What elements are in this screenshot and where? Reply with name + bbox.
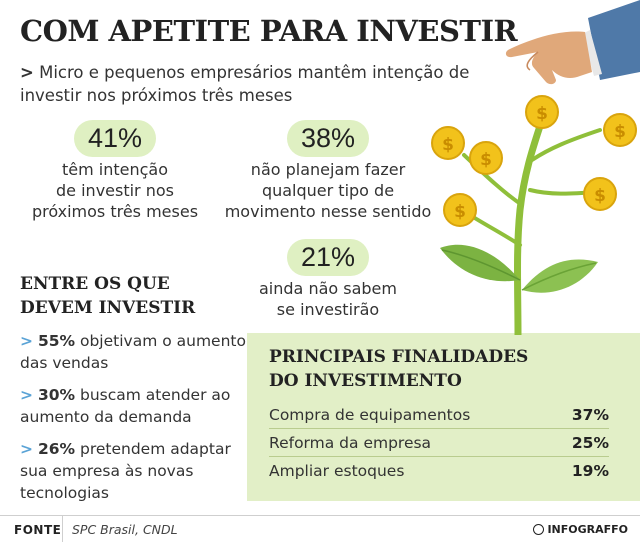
svg-text:$: $ [614, 122, 626, 142]
footer: FONTE SPC Brasil, CNDL INFOGRAFFO [0, 515, 640, 542]
stat-pct: 38% [286, 120, 370, 157]
list-item: > 26% pretendem adaptar sua empresa às n… [20, 438, 250, 504]
bullet-text: objetivam o aumento das vendas [20, 332, 246, 372]
row-label: Reforma da empresa [269, 433, 432, 452]
svg-text:$: $ [536, 104, 548, 124]
plant-illustration: $ $ $ $ $ $ [431, 0, 640, 335]
finalidades-table: Compra de equipamentos 37% Reforma da em… [269, 401, 609, 484]
table-row: Compra de equipamentos 37% [269, 401, 609, 429]
row-label: Ampliar estoques [269, 461, 405, 480]
box-heading-line: PRINCIPAIS FINALIDADES [269, 347, 529, 367]
brand: INFOGRAFFO [533, 523, 628, 536]
bullet-arrow-icon: > [20, 440, 33, 458]
stat-line: se investirão [276, 300, 380, 319]
stat-pct: 41% [73, 120, 157, 157]
stat-line: de investir nos [56, 181, 174, 200]
row-value: 19% [571, 461, 609, 480]
list-item: > 30% buscam atender ao aumento da deman… [20, 384, 250, 428]
source-label: FONTE [14, 523, 62, 537]
source-value: SPC Brasil, CNDL [72, 522, 178, 537]
subtitle: > Micro e pequenos empresários mantêm in… [20, 61, 490, 107]
bullet-arrow-icon: > [20, 386, 33, 404]
finalidades-box: PRINCIPAIS FINALIDADES DO INVESTIMENTO C… [247, 333, 640, 501]
brand-name: INFOGRAFFO [547, 523, 628, 536]
bullet-text: pretendem adaptar sua empresa às novas t… [20, 440, 231, 502]
subtitle-text: Micro e pequenos empresários mantêm inte… [20, 63, 470, 105]
table-row: Ampliar estoques 19% [269, 457, 609, 484]
stat-line: não planejam fazer [250, 160, 406, 179]
svg-text:$: $ [480, 150, 492, 170]
stat-line: têm intenção [61, 160, 169, 179]
box-heading: PRINCIPAIS FINALIDADES DO INVESTIMENTO [269, 345, 528, 393]
bullet-value: 26% [37, 440, 76, 458]
svg-text:$: $ [442, 135, 454, 155]
row-value: 37% [571, 405, 609, 424]
list-item: > 55% objetivam o aumento das vendas [20, 330, 250, 374]
footer-divider [62, 516, 63, 542]
plant-icon [440, 116, 602, 335]
stat-41: 41% têm intenção de investir nos próximo… [20, 120, 210, 222]
brand-logo-icon [533, 524, 545, 535]
row-label: Compra de equipamentos [269, 405, 471, 424]
section-heading-line: DEVEM INVESTIR [20, 298, 196, 318]
page-title: COM APETITE PARA INVESTIR [20, 14, 518, 48]
bullet-text: buscam atender ao aumento da demanda [20, 386, 231, 426]
stat-21: 21% ainda não sabem se investirão [232, 239, 424, 320]
hand-icon [505, 0, 640, 85]
bullet-value: 55% [37, 332, 76, 350]
svg-text:$: $ [594, 186, 606, 206]
stat-38: 38% não planejam fazer qualquer tipo de … [222, 120, 434, 222]
stat-line: próximos três meses [31, 202, 199, 221]
coin-icon: $ $ $ $ $ $ [431, 95, 637, 227]
section-heading: ENTRE OS QUE DEVEM INVESTIR [20, 272, 195, 320]
box-heading-line: DO INVESTIMENTO [269, 371, 462, 391]
table-row: Reforma da empresa 25% [269, 429, 609, 457]
row-value: 25% [571, 433, 609, 452]
stat-line: ainda não sabem [259, 279, 397, 298]
bullet-list: > 55% objetivam o aumento das vendas > 3… [20, 330, 250, 514]
stat-pct: 21% [286, 239, 370, 276]
section-heading-line: ENTRE OS QUE [20, 274, 170, 294]
svg-text:$: $ [454, 202, 466, 222]
stat-line: qualquer tipo de [261, 181, 395, 200]
bullet-arrow-icon: > [20, 332, 33, 350]
stat-line: movimento nesse sentido [224, 202, 432, 221]
subtitle-arrow: > [20, 63, 34, 82]
bullet-value: 30% [37, 386, 76, 404]
